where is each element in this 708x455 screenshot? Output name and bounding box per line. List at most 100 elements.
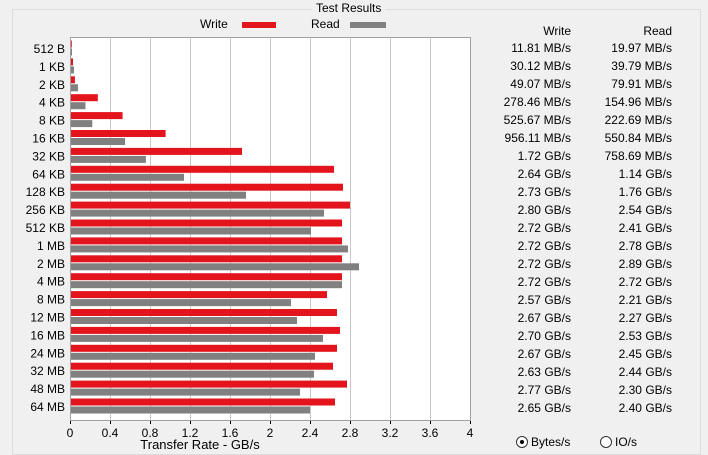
x-tick-label: 2 — [267, 426, 274, 440]
bytes-per-second-label[interactable]: Bytes/s — [531, 435, 571, 449]
category-label: 64 KB — [32, 167, 65, 181]
x-tick-label: 0.4 — [102, 426, 119, 440]
write-value: 2.80 GB/s — [517, 203, 571, 217]
category-label: 32 MB — [30, 364, 65, 378]
category-label: 1 KB — [39, 60, 65, 74]
read-value: 758.69 MB/s — [604, 149, 672, 163]
read-value: 550.84 MB/s — [604, 131, 672, 145]
write-value: 2.70 GB/s — [517, 329, 571, 343]
x-tick-label: 3.2 — [382, 426, 399, 440]
radio-checked-icon[interactable] — [516, 436, 528, 448]
read-bar — [71, 191, 246, 199]
write-bar — [71, 58, 74, 66]
category-label: 4 MB — [37, 275, 65, 289]
read-value: 79.91 MB/s — [611, 77, 672, 91]
read-value: 2.30 GB/s — [618, 383, 672, 397]
read-bar — [71, 299, 291, 307]
write-bar — [71, 165, 334, 173]
category-label: 12 MB — [30, 311, 65, 325]
write-bar — [71, 130, 166, 137]
read-value: 2.54 GB/s — [618, 203, 672, 217]
write-bar — [71, 237, 342, 245]
x-tick-label: 3.6 — [422, 426, 439, 440]
read-bar — [71, 370, 314, 378]
write-value: 2.72 GB/s — [517, 221, 571, 235]
category-label: 512 B — [34, 42, 65, 56]
read-bar — [71, 84, 78, 92]
write-bar — [71, 147, 242, 155]
read-bar — [71, 227, 311, 235]
write-value: 30.12 MB/s — [510, 59, 571, 73]
read-value: 2.27 GB/s — [618, 311, 672, 325]
write-bar — [71, 309, 337, 316]
read-value: 154.96 MB/s — [604, 95, 672, 109]
io-per-second-label[interactable]: IO/s — [615, 435, 638, 449]
legend-write-swatch — [242, 22, 276, 28]
read-column-header: Read — [643, 24, 672, 38]
read-value: 2.41 GB/s — [618, 221, 672, 235]
x-tick-label: 1.6 — [222, 426, 239, 440]
write-bar — [71, 362, 333, 370]
legend-read-label: Read — [311, 17, 340, 31]
read-bar — [71, 173, 184, 181]
bytes-per-second-radio[interactable]: Bytes/s — [516, 435, 570, 449]
x-tick-label: 0.8 — [142, 426, 159, 440]
write-value: 2.63 GB/s — [517, 365, 571, 379]
read-value: 222.69 MB/s — [604, 113, 672, 127]
category-label: 8 KB — [39, 114, 65, 128]
read-value: 1.14 GB/s — [618, 167, 672, 181]
legend-write-label: Write — [200, 17, 228, 31]
read-bar — [71, 209, 324, 217]
read-value: 2.72 GB/s — [618, 275, 672, 289]
write-bar — [71, 398, 335, 406]
write-bar — [71, 273, 342, 281]
read-value: 2.45 GB/s — [618, 347, 672, 361]
write-value: 2.72 GB/s — [517, 257, 571, 271]
write-bar — [71, 76, 75, 84]
read-bar — [71, 102, 86, 110]
write-bar — [71, 344, 337, 352]
read-bar — [71, 334, 323, 342]
write-value: 278.46 MB/s — [503, 95, 571, 109]
read-value: 2.21 GB/s — [618, 293, 672, 307]
x-axis-title: Transfer Rate - GB/s — [140, 437, 260, 452]
category-label: 128 KB — [26, 185, 65, 199]
category-label: 2 MB — [37, 257, 65, 271]
write-bar — [71, 291, 327, 299]
write-value: 2.57 GB/s — [517, 293, 571, 307]
read-value: 1.76 GB/s — [618, 185, 672, 199]
read-bar — [71, 120, 93, 128]
read-value: 2.44 GB/s — [618, 365, 672, 379]
read-bar — [71, 281, 342, 289]
x-tick-label: 0 — [67, 426, 74, 440]
write-value: 2.73 GB/s — [517, 185, 571, 199]
read-bar — [71, 155, 146, 163]
write-bar — [71, 326, 340, 334]
write-value: 2.64 GB/s — [517, 167, 571, 181]
read-value: 2.89 GB/s — [618, 257, 672, 271]
io-per-second-radio[interactable]: IO/s — [600, 435, 637, 449]
read-bar — [71, 352, 315, 360]
write-value: 956.11 MB/s — [504, 131, 571, 145]
category-label: 8 MB — [37, 293, 65, 307]
radio-unchecked-icon[interactable] — [600, 436, 612, 448]
write-bar — [71, 183, 343, 191]
category-label: 4 KB — [39, 96, 65, 110]
category-label: 24 MB — [30, 346, 65, 360]
write-value: 11.81 MB/s — [511, 41, 571, 55]
write-value: 2.72 GB/s — [517, 275, 571, 289]
category-label: 2 KB — [39, 78, 65, 92]
category-label: 16 KB — [32, 132, 65, 146]
x-tick-label: 4 — [467, 426, 474, 440]
write-bar — [71, 94, 98, 102]
x-tick-label: 1.2 — [182, 426, 199, 440]
write-bar — [71, 380, 347, 388]
write-bar — [71, 219, 342, 227]
write-value: 2.77 GB/s — [517, 383, 571, 397]
read-bar — [71, 66, 74, 74]
read-bar — [71, 388, 300, 396]
write-value: 49.07 MB/s — [510, 77, 571, 91]
write-bar — [71, 255, 342, 263]
write-value: 525.67 MB/s — [503, 113, 571, 127]
